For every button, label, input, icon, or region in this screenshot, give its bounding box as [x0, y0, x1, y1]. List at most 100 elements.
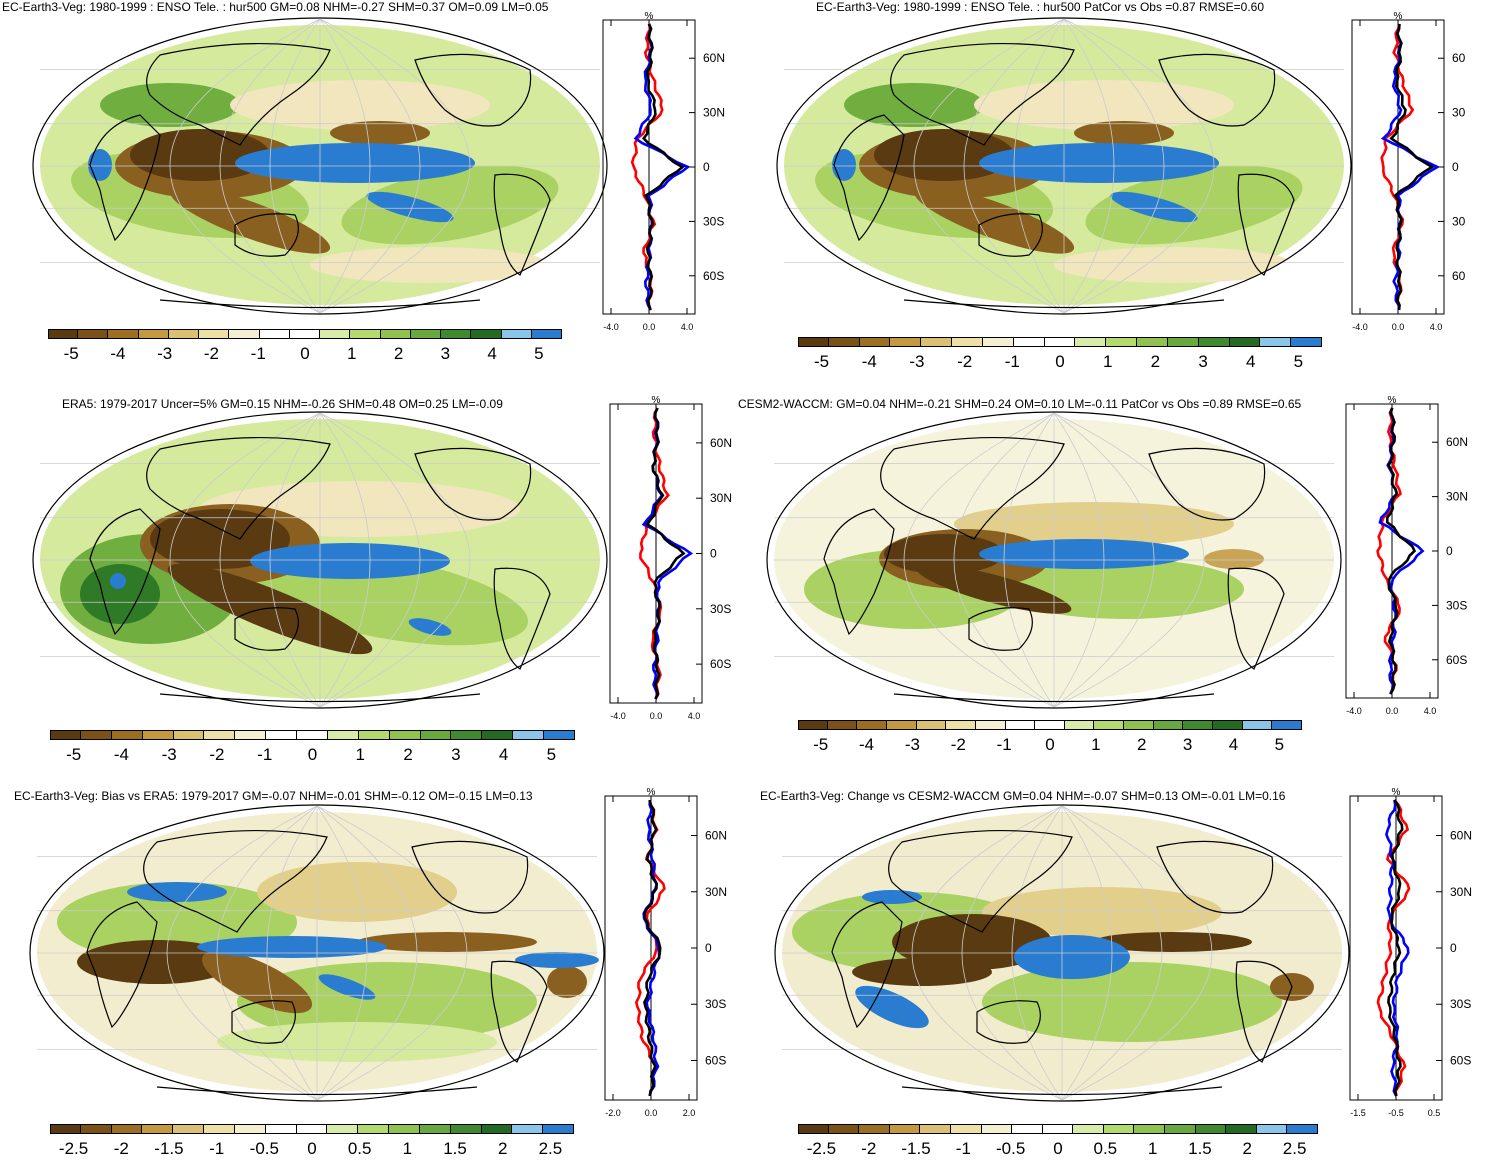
- zonal-mean-profile: % 60N 30N 0 30S 60S -2.0 0.0 2.0: [604, 787, 727, 1118]
- graticule: [782, 805, 1342, 1101]
- longitude-line: [1053, 412, 1155, 708]
- profile-line-black: [643, 799, 662, 1097]
- colorbar-label: -1: [955, 1139, 971, 1158]
- coastline: [880, 436, 1065, 540]
- colorbar-swatch: [111, 1124, 143, 1134]
- colorbar-swatch: [916, 720, 947, 730]
- x-tick-label: -0.5: [1388, 1108, 1404, 1118]
- coastline: [414, 447, 532, 521]
- colorbar-label: -1: [996, 735, 1012, 754]
- lat-label: 30N: [1446, 490, 1468, 504]
- longitude-line: [1053, 412, 1105, 708]
- colorbar-frame: [50, 1124, 574, 1134]
- lat-label: 60N: [710, 436, 732, 450]
- colorbar-swatch: [946, 720, 976, 730]
- colorbar-swatch: [420, 730, 452, 740]
- longitude-line: [1011, 805, 1063, 1101]
- field-brown: [201, 950, 313, 1014]
- coastline: [159, 299, 481, 309]
- colorbar-swatch: [173, 730, 205, 740]
- field-blue: [979, 143, 1219, 183]
- colorbar-swatch: [859, 1124, 890, 1134]
- colorbar-swatch: [889, 1124, 921, 1134]
- lat-label: 30S: [705, 997, 726, 1011]
- colorbar-swatch: [1075, 337, 1107, 347]
- longitude-line: [1013, 18, 1065, 314]
- colorbar-label: 1: [402, 1139, 413, 1158]
- longitude-line: [319, 412, 421, 708]
- colorbar-label: 1: [347, 344, 357, 363]
- field-blue: [250, 543, 450, 579]
- x-tick-label: -1.5: [1350, 1108, 1366, 1118]
- colorbar-label: 0: [1055, 352, 1065, 371]
- longitude-line: [1053, 412, 1205, 708]
- colorbar-swatch: [512, 1124, 544, 1134]
- coastline: [234, 607, 299, 651]
- colorbar-label: 0: [1045, 735, 1055, 754]
- field-green: [100, 83, 240, 127]
- profile-unit: %: [1392, 787, 1401, 798]
- colorbar-label: 5: [546, 745, 557, 764]
- coastline: [1227, 567, 1285, 670]
- colorbar-swatch: [199, 329, 230, 339]
- field-light-green: [217, 1022, 497, 1062]
- colorbar-swatch: [1044, 337, 1076, 347]
- x-tick-label: 4.0: [681, 322, 694, 332]
- colorbar-swatch: [1165, 1124, 1196, 1134]
- coastline: [893, 693, 1215, 703]
- profile-line-red: [1376, 407, 1402, 695]
- lat-label: 60S: [705, 1053, 726, 1067]
- graticule: [37, 805, 597, 1101]
- colorbar-swatch: [471, 329, 502, 339]
- colorbar-swatch: [481, 1124, 513, 1134]
- longitude-line: [319, 18, 371, 314]
- colorbar-label: -1.5: [154, 1139, 184, 1158]
- colorbar-label: 5: [1274, 735, 1285, 754]
- robinson-map: [32, 411, 608, 709]
- profile-line-black: [645, 407, 686, 700]
- lat-label: 30N: [705, 885, 727, 899]
- colorbar-label: -2: [113, 1139, 129, 1158]
- lat-label: 30: [1452, 106, 1466, 120]
- colorbar-swatch: [168, 329, 200, 339]
- colorbar-swatch: [350, 329, 381, 339]
- longitude-line: [319, 412, 471, 708]
- colorbar-label: -1: [1004, 352, 1020, 371]
- field-blue: [127, 882, 227, 902]
- colorbar-swatch: [1035, 720, 1065, 730]
- field-blue: [979, 539, 1189, 569]
- colorbar-swatch: [952, 337, 983, 347]
- lat-label: 30S: [710, 602, 731, 616]
- panel-title: CESM2-WACCM: GM=0.04 NHM=-0.21 SHM=0.24 …: [738, 397, 1302, 411]
- longitude-line: [316, 805, 468, 1101]
- robinson-map: [776, 17, 1352, 315]
- field-dark-brown: [852, 958, 992, 986]
- field-blue: [1014, 935, 1130, 979]
- colorbar-label: -0.5: [996, 1139, 1026, 1158]
- field-tan: [257, 862, 457, 922]
- coastline: [1158, 53, 1276, 127]
- field-green: [1085, 165, 1303, 245]
- colorbar-swatch: [265, 1124, 297, 1134]
- coastline: [231, 1000, 296, 1044]
- map-outline: [766, 411, 1342, 709]
- colorbar-swatch: [1073, 1124, 1104, 1134]
- longitude-line: [269, 18, 321, 314]
- colorbar-swatch: [1229, 337, 1261, 347]
- longitude-line: [961, 805, 1063, 1101]
- colorbar-labels: -5 -4 -3 -2 -1 0 1 2 3 4 5: [48, 344, 562, 366]
- lat-label: 0: [703, 160, 710, 174]
- panel-title: EC-Earth3-Veg: 1980-1999 : ENSO Tele. : …: [2, 0, 549, 14]
- colorbar-label: 2: [1242, 1139, 1252, 1158]
- longitude-line: [166, 805, 318, 1101]
- field-brown: [169, 186, 331, 254]
- field-tan: [1204, 549, 1264, 569]
- map-outline: [32, 411, 608, 709]
- colorbar-swatch: [982, 337, 1014, 347]
- colorbar-swatch: [981, 1124, 1013, 1134]
- coastline: [159, 693, 481, 703]
- longitude-line: [911, 805, 1063, 1101]
- longitude-line: [219, 412, 321, 708]
- longitude-line: [1003, 412, 1055, 708]
- x-tick-label: -2.0: [605, 1108, 621, 1118]
